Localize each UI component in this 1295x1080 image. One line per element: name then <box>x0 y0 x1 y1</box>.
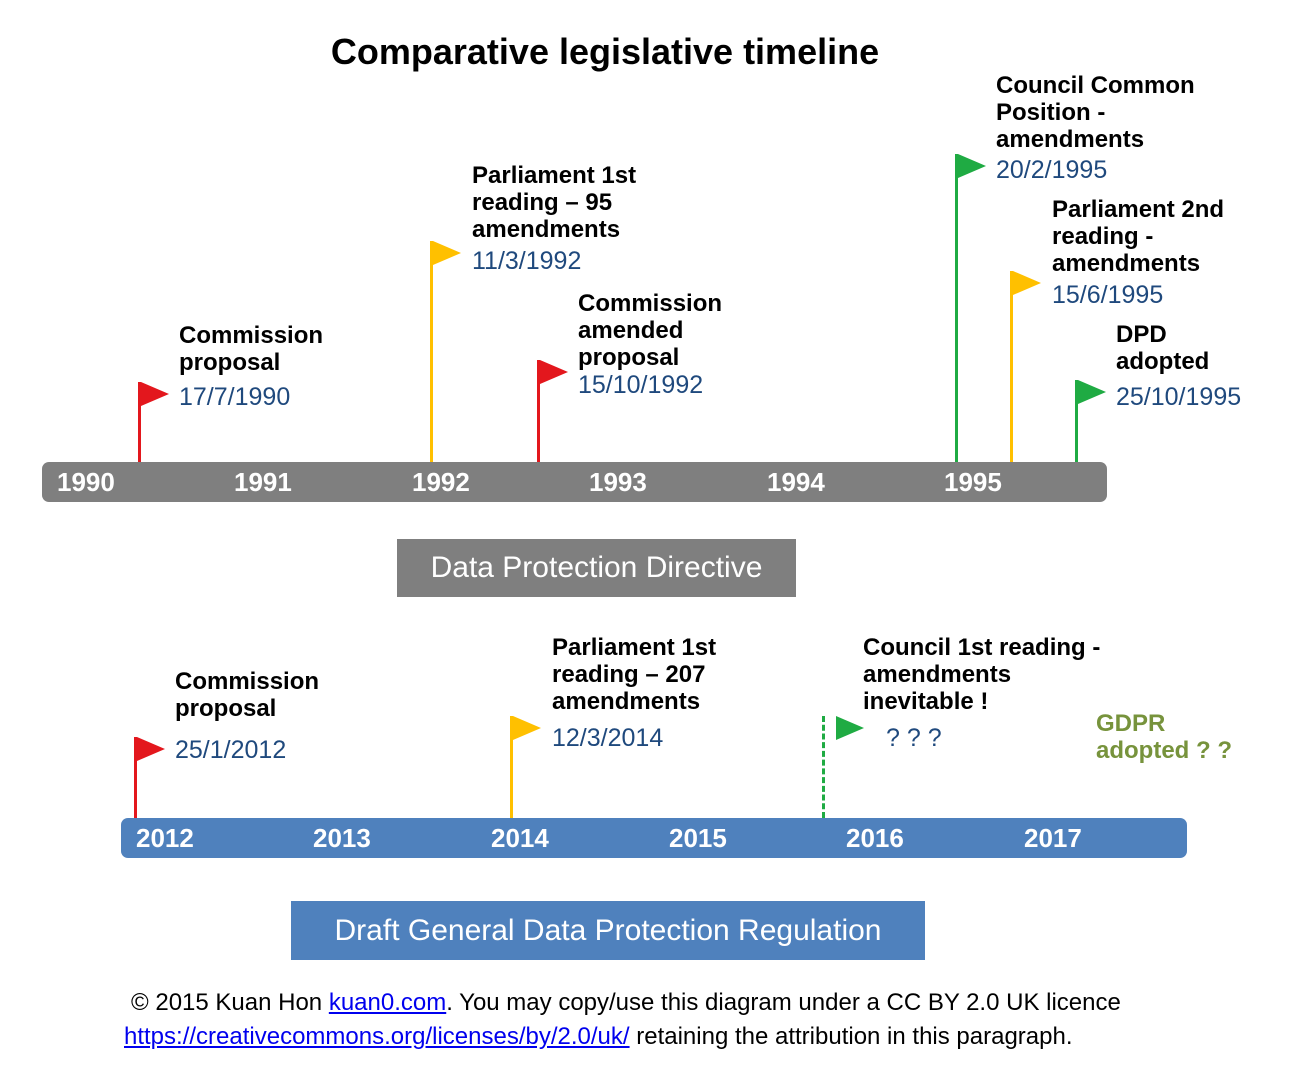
gdpr-year-2013: 2013 <box>313 823 371 853</box>
event-title-parliament-2nd-reading: Parliament 2nd reading - amendments <box>1052 196 1225 277</box>
flag-pole <box>1010 271 1013 462</box>
gdpr-year-2014: 2014 <box>491 823 549 853</box>
event-date: 25/1/2012 <box>175 736 287 764</box>
author-link[interactable]: kuan0.com <box>328 989 447 1016</box>
event-date: 17/7/1990 <box>179 383 291 411</box>
event-date: 11/3/1992 <box>472 247 582 275</box>
dpd-timeline-bar <box>42 462 1107 502</box>
green-flag-icon <box>836 716 864 740</box>
yellow-flag-icon <box>513 716 541 740</box>
attribution-text: retaining the attribution in this paragr… <box>629 1023 1073 1050</box>
event-title-parliament-1st-reading-1992: Parliament 1st reading – 95 amendments <box>472 162 637 243</box>
event-title-commission-proposal-2012: Commission proposal <box>175 668 320 722</box>
flag-pole <box>1075 380 1078 462</box>
event-title-dpd-adopted: DPD adopted <box>1116 321 1210 375</box>
flag-pole <box>134 737 137 818</box>
event-title-council-common-position: Council Common Position - amendments <box>996 72 1195 153</box>
dpd-label-box: Data Protection Directive <box>397 539 796 597</box>
licence-link[interactable]: https://creativecommons.org/licenses/by/… <box>124 1023 630 1050</box>
green-flag-icon <box>958 154 986 178</box>
dpd-year-1994: 1994 <box>767 467 825 497</box>
licence-text: . You may copy/use this diagram under a … <box>446 989 1121 1016</box>
event-date: 15/6/1995 <box>1052 281 1164 309</box>
dpd-year-1995: 1995 <box>944 467 1002 497</box>
dpd-year-1992: 1992 <box>412 467 470 497</box>
diagram-title: Comparative legislative timeline <box>330 31 880 72</box>
event-title-council-1st-reading: Council 1st reading - amendments inevitabl… <box>863 634 1101 715</box>
red-flag-icon <box>540 360 568 384</box>
gdpr-label-box: Draft General Data Protection Regulation <box>291 901 925 960</box>
gdpr-year-2016: 2016 <box>846 823 904 853</box>
event-title-commission-proposal-1990: Commission proposal <box>179 322 324 376</box>
green-flag-icon <box>1078 380 1106 404</box>
gdpr-year-2012: 2012 <box>136 823 194 853</box>
event-title-commission-amended-proposal: Commission amended proposal <box>578 290 723 371</box>
event-date: 12/3/2014 <box>552 724 664 752</box>
red-flag-icon <box>141 382 169 406</box>
yellow-flag-icon <box>1013 271 1041 295</box>
dpd-year-1991: 1991 <box>234 467 292 497</box>
flag-pole <box>537 360 540 462</box>
gdpr-adopted-label: GDPR adopted ? ? <box>1096 710 1232 764</box>
dashed-flag-pole <box>822 716 825 818</box>
gdpr-year-2015: 2015 <box>669 823 727 853</box>
copyright-text: © 2015 Kuan Hon <box>131 989 329 1016</box>
gdpr-timeline-bar <box>121 818 1187 858</box>
flag-pole <box>955 154 958 462</box>
flag-pole <box>510 716 513 818</box>
event-title-parliament-1st-reading-2014: Parliament 1st reading – 207 amendments <box>552 634 717 715</box>
footer-line-1: © 2015 Kuan Hon kuan0.com. You may copy/… <box>131 986 1121 1020</box>
dpd-year-1993: 1993 <box>589 467 647 497</box>
event-date: ? ? ? <box>886 724 942 752</box>
gdpr-year-2017: 2017 <box>1024 823 1082 853</box>
event-date: 15/10/1992 <box>578 371 704 399</box>
red-flag-icon <box>137 737 165 761</box>
footer-line-2: https://creativecommons.org/licenses/by/… <box>124 1020 1073 1054</box>
event-date: 25/10/1995 <box>1116 383 1242 411</box>
flag-pole <box>430 241 433 462</box>
event-date: 20/2/1995 <box>996 156 1108 184</box>
flag-pole <box>138 382 141 462</box>
yellow-flag-icon <box>433 241 461 265</box>
dpd-year-1990: 1990 <box>57 467 115 497</box>
